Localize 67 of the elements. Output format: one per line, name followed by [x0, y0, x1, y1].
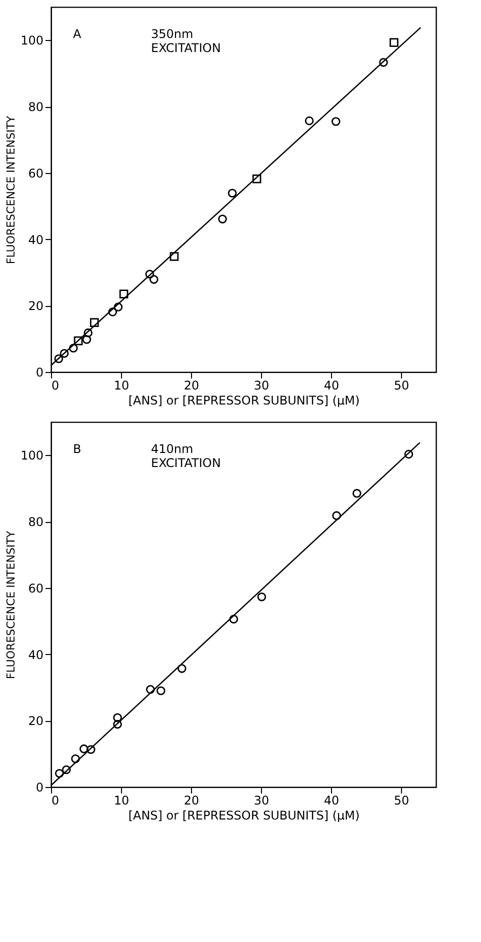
y-tick-label: 80 [28, 100, 44, 114]
point [68, 344, 78, 353]
point [379, 58, 388, 67]
point [119, 290, 128, 298]
x-tick-label: 50 [394, 378, 410, 392]
x-tick-label: 30 [254, 378, 270, 392]
point [114, 302, 123, 312]
y-axis-title: FLUORESCENCE INTENSITY [4, 116, 18, 264]
point [252, 174, 262, 184]
point [146, 685, 155, 694]
point [90, 318, 99, 327]
x-tick-label: 20 [184, 794, 200, 808]
point [145, 270, 154, 279]
x-tick-label: 0 [52, 794, 60, 808]
y-tick-label: 40 [28, 648, 44, 662]
point [170, 252, 179, 261]
point [84, 328, 93, 338]
y-tick-label: 0 [36, 780, 44, 794]
y-tick-label: 20 [28, 714, 44, 728]
y-tick-label: 0 [36, 366, 44, 380]
x-tick-label: 40 [324, 794, 340, 808]
point [352, 488, 362, 498]
y-tick-label: 20 [28, 299, 44, 314]
point [331, 117, 340, 126]
point [82, 335, 92, 344]
y-tick-label: 60 [28, 581, 44, 596]
x-tick-label: 50 [394, 794, 410, 808]
annotation: 410nm EXCITATION [151, 442, 221, 470]
y-axis-title: FLUORESCENCE INTENSITY [4, 530, 18, 680]
point [218, 214, 227, 224]
point [60, 349, 69, 358]
point [71, 754, 80, 764]
y-tick-label: 40 [28, 232, 44, 247]
x-tick-label: 10 [114, 794, 130, 808]
x-axis-title: [ANS] or [REPRESSOR SUBUNITS] (μM) [128, 394, 360, 408]
point [54, 768, 64, 778]
y-tick-label: 100 [20, 448, 44, 463]
y-tick-label: 80 [28, 515, 44, 530]
point [79, 744, 88, 754]
annotation: B [73, 442, 82, 456]
annotation: A [73, 27, 82, 41]
point [149, 275, 158, 284]
point [404, 450, 414, 459]
point [156, 686, 166, 696]
x-tick-label: 30 [254, 794, 270, 808]
point [54, 354, 64, 364]
point [177, 664, 186, 673]
y-tick-label: 60 [28, 166, 44, 180]
x-tick-label: 0 [52, 378, 60, 392]
point [86, 745, 96, 754]
point [390, 38, 398, 47]
point [304, 116, 314, 126]
point [74, 336, 83, 346]
y-tick-label: 100 [20, 34, 44, 48]
point [228, 188, 237, 198]
point [257, 592, 266, 602]
x-tick-label: 40 [324, 378, 340, 392]
annotation: 350nm EXCITATION [151, 27, 221, 55]
point [113, 713, 122, 722]
point [62, 765, 71, 774]
x-tick-label: 20 [184, 378, 200, 392]
point [229, 614, 238, 624]
point [332, 511, 342, 520]
x-axis-title: [ANS] or [REPRESSOR SUBUNITS] (μM) [128, 808, 360, 822]
point [108, 308, 118, 316]
x-tick-label: 10 [114, 378, 130, 392]
point [113, 720, 122, 729]
